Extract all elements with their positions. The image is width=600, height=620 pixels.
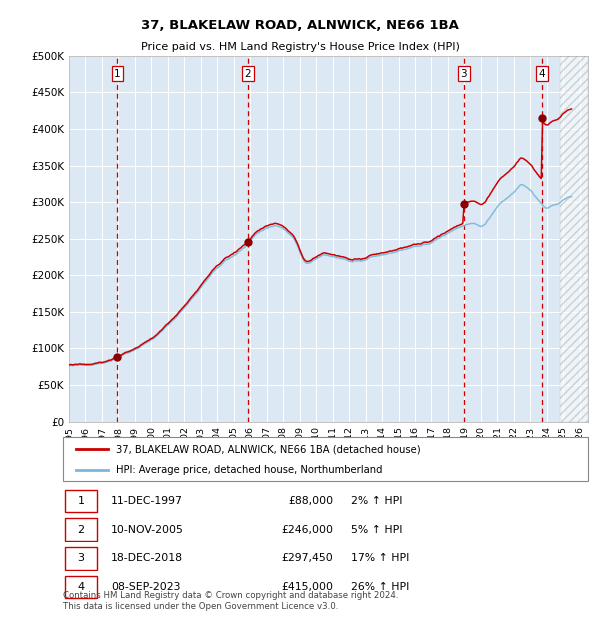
Text: 4: 4 <box>538 69 545 79</box>
Text: 5% ↑ HPI: 5% ↑ HPI <box>351 525 403 534</box>
Text: 1: 1 <box>77 496 85 506</box>
Text: 18-DEC-2018: 18-DEC-2018 <box>111 554 183 564</box>
Text: £415,000: £415,000 <box>281 582 333 592</box>
Text: Contains HM Land Registry data © Crown copyright and database right 2024.
This d: Contains HM Land Registry data © Crown c… <box>63 591 398 611</box>
FancyBboxPatch shape <box>65 576 97 598</box>
Text: 26% ↑ HPI: 26% ↑ HPI <box>351 582 409 592</box>
FancyBboxPatch shape <box>65 518 97 541</box>
Text: 37, BLAKELAW ROAD, ALNWICK, NE66 1BA (detached house): 37, BLAKELAW ROAD, ALNWICK, NE66 1BA (de… <box>115 445 420 454</box>
Text: £246,000: £246,000 <box>281 525 333 534</box>
Text: 1: 1 <box>114 69 121 79</box>
FancyBboxPatch shape <box>63 437 588 480</box>
Text: 2% ↑ HPI: 2% ↑ HPI <box>351 496 403 506</box>
Text: 2: 2 <box>245 69 251 79</box>
Text: 08-SEP-2023: 08-SEP-2023 <box>111 582 181 592</box>
Text: 4: 4 <box>77 582 85 592</box>
Text: 3: 3 <box>77 554 85 564</box>
Text: 10-NOV-2005: 10-NOV-2005 <box>111 525 184 534</box>
Text: 37, BLAKELAW ROAD, ALNWICK, NE66 1BA: 37, BLAKELAW ROAD, ALNWICK, NE66 1BA <box>141 19 459 32</box>
Text: 3: 3 <box>460 69 467 79</box>
Text: 2: 2 <box>77 525 85 534</box>
Bar <box>560 56 588 422</box>
Text: £88,000: £88,000 <box>288 496 333 506</box>
FancyBboxPatch shape <box>65 547 97 570</box>
Text: Price paid vs. HM Land Registry's House Price Index (HPI): Price paid vs. HM Land Registry's House … <box>140 42 460 52</box>
Text: 17% ↑ HPI: 17% ↑ HPI <box>351 554 409 564</box>
Text: 11-DEC-1997: 11-DEC-1997 <box>111 496 183 506</box>
Bar <box>560 56 588 422</box>
FancyBboxPatch shape <box>65 490 97 512</box>
Text: £297,450: £297,450 <box>281 554 333 564</box>
Text: HPI: Average price, detached house, Northumberland: HPI: Average price, detached house, Nort… <box>115 464 382 475</box>
